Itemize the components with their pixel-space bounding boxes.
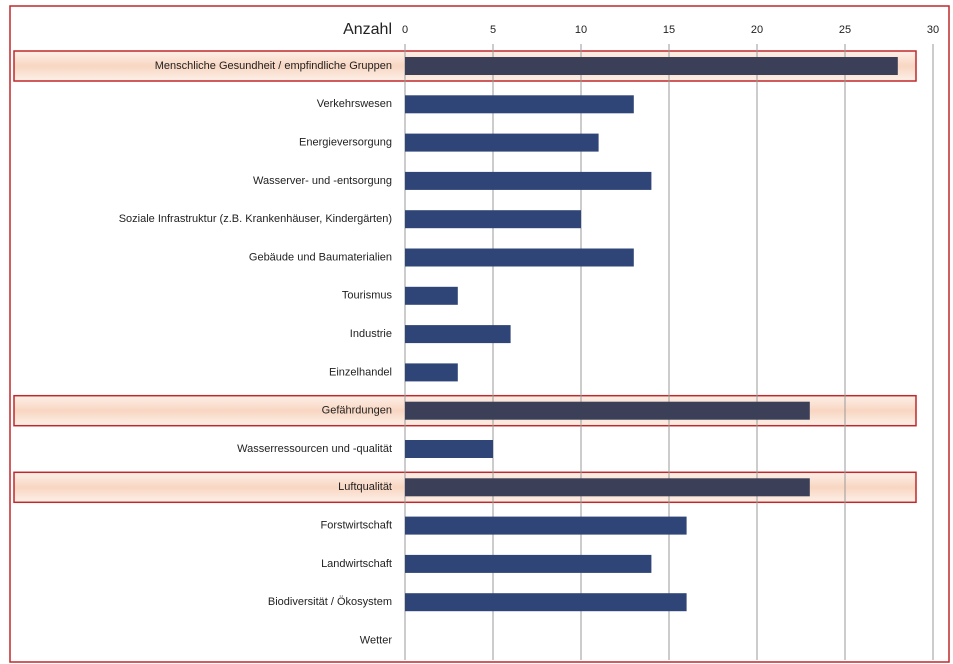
- axis-label: Anzahl: [343, 21, 392, 38]
- y-tick-label: Wetter: [360, 634, 393, 646]
- y-tick-label: Gefährdungen: [322, 405, 392, 417]
- bar: [405, 95, 634, 114]
- y-tick-label: Biodiversität / Ökosystem: [268, 596, 392, 608]
- x-tick-label: 15: [663, 24, 675, 36]
- bar: [405, 516, 687, 535]
- bar: [405, 554, 652, 573]
- y-tick-label: Wasserressourcen und -qualität: [237, 443, 392, 455]
- y-tick-label: Verkehrswesen: [317, 98, 392, 110]
- y-tick-label: Einzelhandel: [329, 366, 392, 378]
- bar: [405, 478, 810, 497]
- bar: [405, 286, 458, 305]
- y-tick-label: Luftqualität: [338, 481, 392, 493]
- bar: [405, 57, 898, 75]
- x-tick-label: 10: [575, 24, 587, 36]
- y-tick-label: Energieversorgung: [299, 137, 392, 149]
- x-tick-label: 20: [751, 24, 763, 36]
- bar: [405, 593, 687, 612]
- x-tick-label: 25: [839, 24, 851, 36]
- y-tick-label: Menschliche Gesundheit / empfindliche Gr…: [155, 60, 392, 72]
- frame: [9, 5, 950, 663]
- x-tick-label: 30: [927, 24, 939, 36]
- x-tick-label: 0: [402, 24, 408, 36]
- y-tick-label: Gebäude und Baumaterialien: [249, 251, 392, 263]
- bar: [405, 133, 599, 152]
- bar: [405, 325, 511, 344]
- y-tick-label: Industrie: [350, 328, 392, 340]
- bar: [405, 363, 458, 382]
- y-tick-label: Soziale Infrastruktur (z.B. Krankenhäuse…: [119, 213, 392, 225]
- y-tick-label: Tourismus: [342, 290, 393, 302]
- y-tick-label: Forstwirtschaft: [320, 520, 392, 532]
- y-tick-label: Landwirtschaft: [321, 558, 392, 570]
- x-tick-label: 5: [490, 24, 496, 36]
- bar: [405, 248, 634, 267]
- bar: [405, 171, 652, 190]
- bar: [405, 401, 810, 420]
- y-tick-label: Wasserver- und -entsorgung: [253, 175, 392, 187]
- bar: [405, 440, 493, 458]
- bar: [405, 210, 581, 229]
